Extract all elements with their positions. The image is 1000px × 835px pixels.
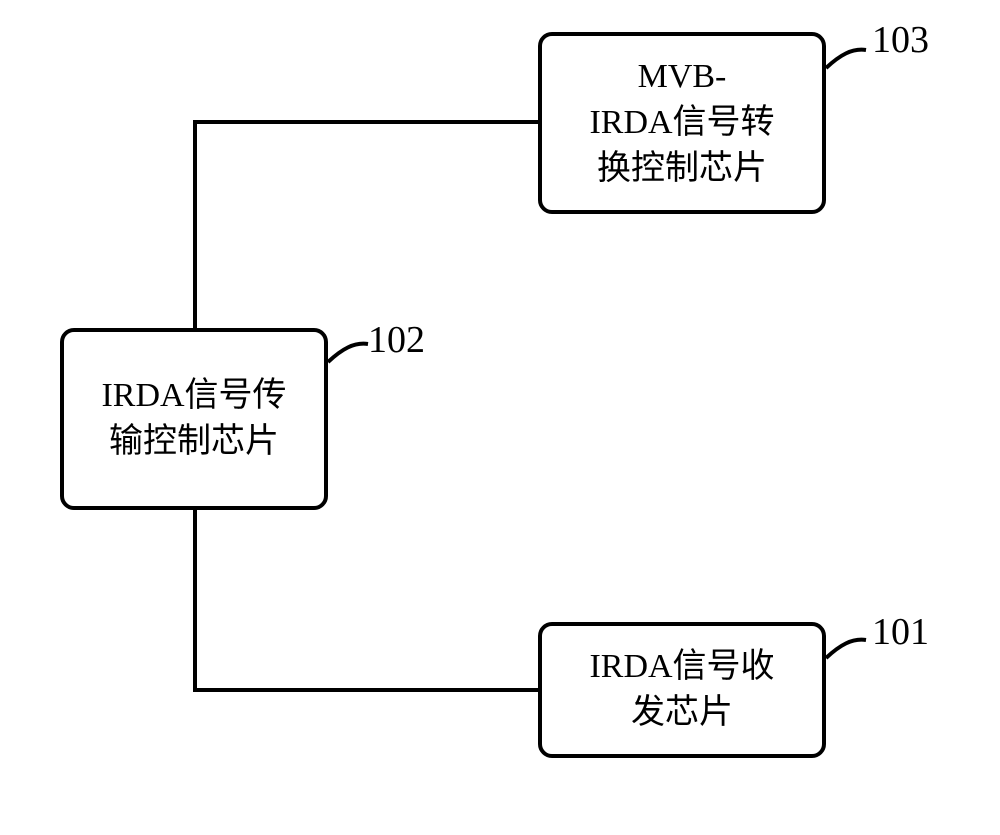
- node-text: IRDA信号传 输控制芯片: [101, 373, 286, 465]
- node-irda-transmission-control-chip: IRDA信号传 输控制芯片: [60, 328, 328, 510]
- node-text: IRDA信号收 发芯片: [589, 644, 774, 736]
- node-text: MVB- IRDA信号转 换控制芯片: [589, 54, 774, 192]
- diagram-stage: MVB- IRDA信号转 换控制芯片 103 IRDA信号传 输控制芯片 102…: [0, 0, 1000, 835]
- edge-102-to-101: [195, 510, 538, 690]
- ref-label-103: 103: [872, 18, 929, 62]
- ref-tick-102: [328, 344, 368, 362]
- edge-102-to-103: [195, 122, 538, 328]
- ref-label-102: 102: [368, 318, 425, 362]
- node-irda-transceiver-chip: IRDA信号收 发芯片: [538, 622, 826, 758]
- ref-tick-101: [826, 640, 866, 658]
- node-mvb-irda-converter-chip: MVB- IRDA信号转 换控制芯片: [538, 32, 826, 214]
- ref-label-101: 101: [872, 610, 929, 654]
- ref-tick-103: [826, 50, 866, 68]
